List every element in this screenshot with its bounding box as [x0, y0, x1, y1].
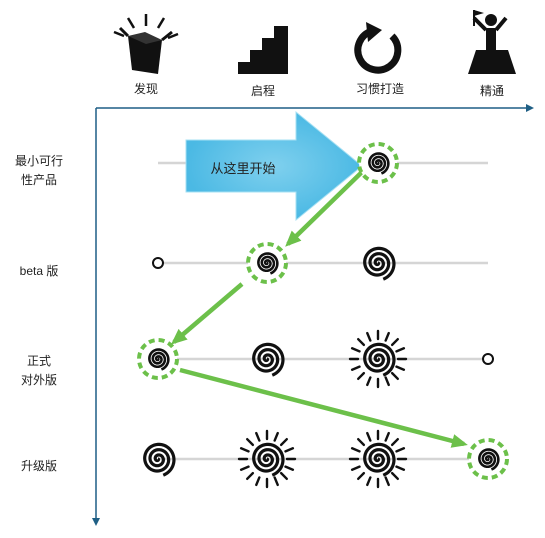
start-marker	[152, 257, 164, 269]
spiral-icon	[252, 342, 285, 377]
row-label-mvp-line-2: 性产品	[20, 173, 57, 187]
path-arrow-1	[285, 170, 364, 247]
path-arrow-2	[170, 282, 244, 345]
spiral-icon	[257, 252, 279, 275]
start-arrow	[185, 110, 363, 222]
box-icon	[113, 14, 179, 74]
row-label-beta-line-1: beta 版	[19, 264, 59, 278]
stairs-icon	[238, 26, 288, 74]
stage-label-habit: 习惯打造	[355, 82, 404, 96]
row-label-upgrade: 升级版	[4, 457, 74, 476]
sun-spiral-icon	[237, 429, 297, 489]
stage-label-onboard: 启程	[250, 84, 275, 98]
summit-icon	[468, 10, 516, 74]
cycle-arrow-icon	[354, 22, 402, 74]
stage-label-mastery: 精通	[479, 84, 504, 98]
row-label-mvp: 最小可行 性产品	[4, 152, 74, 190]
end-marker	[482, 353, 494, 365]
row-label-mvp-line-1: 最小可行	[14, 154, 63, 168]
start-label: 从这里开始	[210, 161, 276, 176]
path-arrow-3	[179, 367, 468, 448]
spiral-icon	[143, 442, 176, 477]
spiral-icon	[478, 448, 500, 471]
row-label-release-line-1: 正式	[26, 354, 51, 368]
spiral-icon	[363, 246, 396, 281]
stage-label-discover: 发现	[133, 82, 158, 96]
spiral-icon	[148, 348, 170, 371]
row-label-beta: beta 版	[4, 262, 74, 281]
sun-spiral-icon	[348, 429, 408, 489]
spiral-glyphs	[143, 152, 500, 489]
row-label-release: 正式 对外版	[4, 352, 74, 390]
spiral-icon	[368, 152, 390, 175]
row-label-release-line-2: 对外版	[20, 373, 57, 387]
row-label-upgrade-line-1: 升级版	[20, 459, 57, 473]
sun-spiral-icon	[348, 329, 408, 389]
